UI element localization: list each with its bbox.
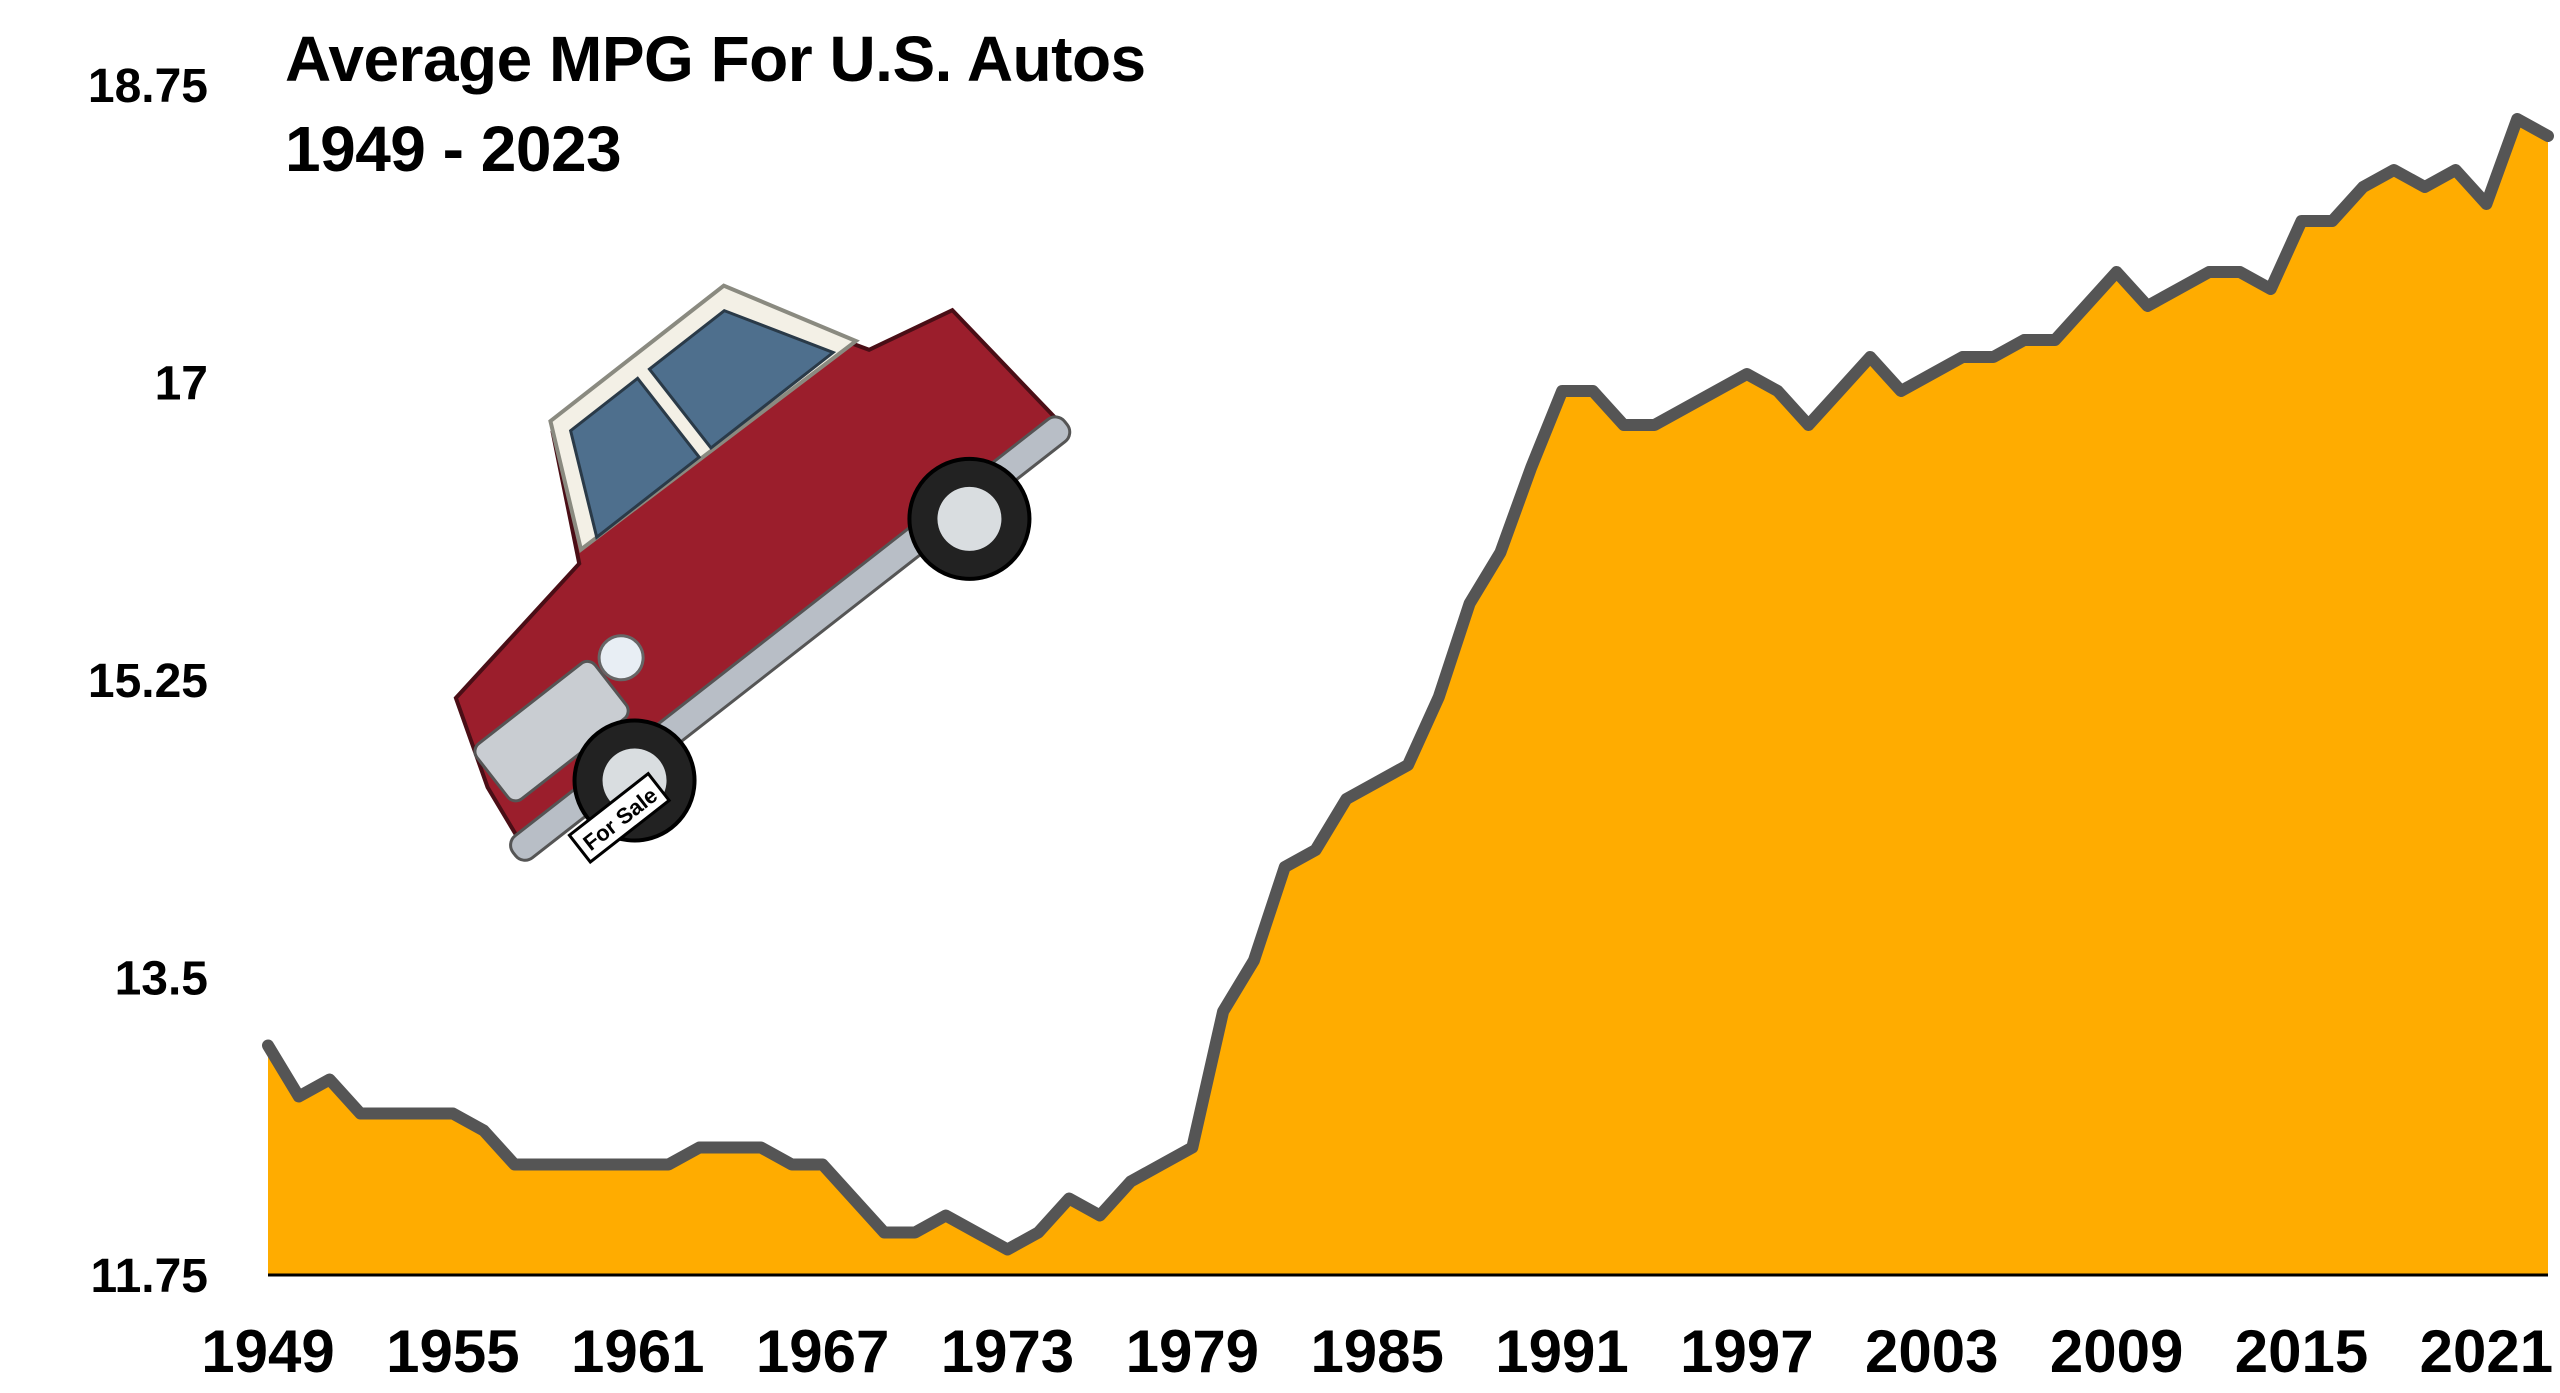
series-line [262,113,2554,1256]
chart-title: Average MPG For U.S. Autos [285,23,1146,95]
x-tick-label: 1961 [571,1318,704,1385]
x-tick-label: 1997 [1680,1318,1813,1385]
x-tick-label: 1955 [386,1318,519,1385]
y-tick-label: 17 [155,358,208,411]
y-tick-label: 18.75 [88,60,208,113]
x-axis-ticks: 1949 1955 1961 1967 1973 1979 1985 1991 1997 2003… [201,1318,2553,1385]
x-tick-label: 2015 [2235,1318,2368,1385]
x-tick-label: 2021 [2420,1318,2553,1385]
car-headlight [597,634,645,682]
area-fill [268,119,2548,1275]
car-grille [473,659,630,803]
car-illustration: For Sale [453,283,1072,865]
x-tick-label: 1991 [1495,1318,1628,1385]
chart-subtitle: 1949 - 2023 [285,113,622,185]
x-tick-label: 1985 [1310,1318,1443,1385]
x-tick-label: 1979 [1126,1318,1259,1385]
license-plate [567,771,672,865]
y-tick-label: 13.5 [115,953,208,1006]
car-window-front [568,376,702,540]
x-tick-label: 1949 [201,1318,334,1385]
y-axis-ticks: 18.75 17 15.25 13.5 11.75 [88,60,208,1303]
y-tick-label: 15.25 [88,655,208,708]
x-tick-label: 1973 [941,1318,1074,1385]
car-window-rear [647,308,837,451]
x-tick-label: 2009 [2050,1318,2183,1385]
x-tick-label: 2003 [1865,1318,1998,1385]
y-tick-label: 11.75 [91,1250,208,1303]
x-tick-label: 1967 [756,1318,889,1385]
